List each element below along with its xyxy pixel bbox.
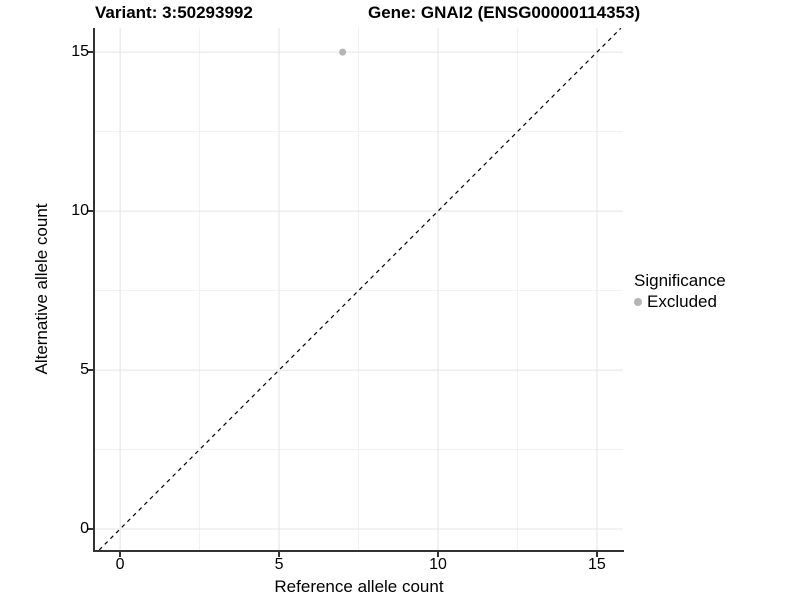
y-tick-label: 10 — [71, 202, 89, 220]
panel-canvas — [95, 28, 623, 550]
x-axis-line — [93, 550, 624, 552]
x-tick-mark — [278, 551, 281, 557]
x-tick-mark — [436, 551, 439, 557]
x-tick-label: 15 — [588, 556, 606, 573]
x-tick-label: 10 — [429, 556, 447, 573]
y-tick-label: 15 — [71, 43, 89, 61]
x-tick-mark — [595, 551, 598, 557]
variant-title: Variant: 3:50293992 — [95, 3, 253, 22]
y-axis-line — [93, 28, 95, 552]
legend-point-icon — [634, 298, 642, 306]
y-axis-title-text: Alternative allele count — [32, 203, 51, 375]
identity-line — [98, 28, 622, 550]
x-tick-mark — [119, 551, 122, 557]
plot-panel — [95, 28, 623, 550]
x-tick-label: 0 — [115, 556, 125, 573]
legend: Significance Excluded — [634, 271, 726, 312]
x-tick-label: 5 — [274, 556, 284, 573]
data-point — [339, 48, 347, 56]
legend-title: Significance — [634, 271, 726, 290]
y-tick-label: 5 — [80, 361, 89, 379]
gene-title: Gene: GNAI2 (ENSG00000114353) — [368, 3, 641, 22]
x-axis-title: Reference allele count — [274, 577, 444, 596]
legend-entry-label: Excluded — [647, 292, 717, 311]
legend-entry-excluded: Excluded — [634, 292, 726, 312]
y-tick-mark — [88, 528, 94, 531]
y-tick-mark — [88, 51, 94, 54]
y-tick-label: 0 — [80, 520, 89, 538]
y-tick-mark — [88, 369, 94, 372]
y-tick-mark — [88, 210, 94, 213]
